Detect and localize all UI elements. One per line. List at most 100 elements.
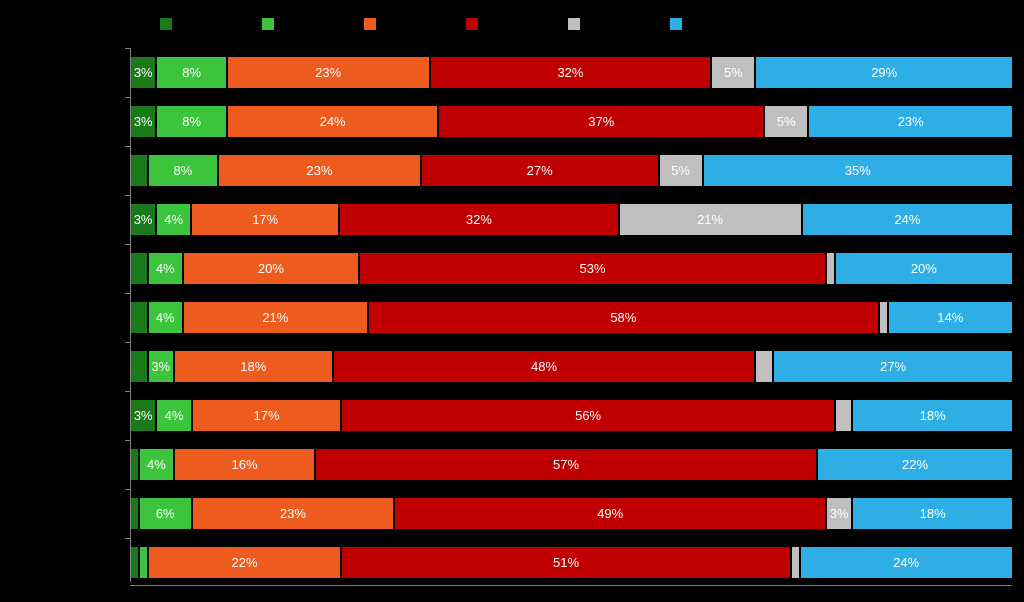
- bar-segment: [827, 253, 836, 284]
- bar-segment: 20%: [184, 253, 360, 284]
- bar-segment: 5%: [660, 155, 704, 186]
- bar-segment: 21%: [620, 204, 803, 235]
- bar-segment: 17%: [192, 204, 340, 235]
- bar-segment: 35%: [704, 155, 1012, 186]
- bar-segment: [131, 302, 149, 333]
- bar-segment: 23%: [219, 155, 422, 186]
- bar-segment: 23%: [809, 106, 1012, 137]
- legend-swatch: [568, 18, 580, 30]
- bar-track: 3%18%48% 27%: [131, 351, 1012, 382]
- bar-segment: 4%: [140, 449, 175, 480]
- bar-segment: [131, 547, 140, 578]
- bar-segment: 5%: [765, 106, 809, 137]
- stacked-bar-chart: 3%8%23%32%5%29%3%8%24%37%5%23%8%23%27%5%…: [0, 0, 1024, 602]
- bar-segment: 23%: [228, 57, 431, 88]
- bar-segment: 3%: [827, 498, 853, 529]
- legend-item: [160, 18, 178, 30]
- bar-segment: 22%: [818, 449, 1012, 480]
- bar-segment: 37%: [439, 106, 765, 137]
- bar-segment: 22%: [149, 547, 343, 578]
- bar-segment: 3%: [131, 57, 157, 88]
- bar-segment: [836, 400, 854, 431]
- legend-item: [364, 18, 382, 30]
- bar-segment: 53%: [360, 253, 827, 284]
- bar-track: 3%8%24%37%5%23%: [131, 106, 1012, 137]
- legend-swatch: [262, 18, 274, 30]
- bar-segment: 29%: [756, 57, 1011, 88]
- bar-segment: [792, 547, 801, 578]
- bar-segment: [131, 253, 149, 284]
- bar-segment: [880, 302, 889, 333]
- bar-segment: 14%: [889, 302, 1012, 333]
- legend-item: [262, 18, 280, 30]
- bar-track: 8%23%27%5%35%: [131, 155, 1012, 186]
- chart-row: 4%20%53%20%: [131, 244, 1012, 293]
- bar-segment: 49%: [395, 498, 827, 529]
- legend-swatch: [364, 18, 376, 30]
- bar-track: 4%16%57%22%: [131, 449, 1012, 480]
- bar-segment: 32%: [340, 204, 619, 235]
- bar-segment: 48%: [334, 351, 757, 382]
- bar-segment: 4%: [149, 253, 184, 284]
- bar-segment: [131, 351, 149, 382]
- bar-segment: 58%: [369, 302, 880, 333]
- bar-segment: 27%: [422, 155, 660, 186]
- bar-segment: 24%: [801, 547, 1012, 578]
- bar-segment: [131, 155, 149, 186]
- bar-track: 4%21%58% 14%: [131, 302, 1012, 333]
- bar-segment: 3%: [131, 400, 157, 431]
- bar-track: 3%4%17%32%21%24%: [131, 204, 1012, 235]
- chart-row: 3%8%24%37%5%23%: [131, 97, 1012, 146]
- bar-segment: 8%: [157, 106, 227, 137]
- bar-segment: 23%: [193, 498, 396, 529]
- chart-row: 3%4%17%56% 18%: [131, 391, 1012, 440]
- legend-item: [568, 18, 586, 30]
- bar-segment: 57%: [316, 449, 818, 480]
- bar-track: 3%4%17%56% 18%: [131, 400, 1012, 431]
- bar-segment: 4%: [149, 302, 184, 333]
- bar-segment: 5%: [712, 57, 756, 88]
- bar-segment: 4%: [157, 400, 192, 431]
- legend-swatch: [670, 18, 682, 30]
- bar-segment: 18%: [853, 400, 1012, 431]
- bar-segment: 20%: [836, 253, 1012, 284]
- bar-segment: 27%: [774, 351, 1012, 382]
- chart-row: 8%23%27%5%35%: [131, 146, 1012, 195]
- bar-track: 3%8%23%32%5%29%: [131, 57, 1012, 88]
- bar-segment: [140, 547, 149, 578]
- bar-segment: 32%: [431, 57, 713, 88]
- chart-row: 3%8%23%32%5%29%: [131, 48, 1012, 97]
- bar-segment: 4%: [157, 204, 192, 235]
- bar-segment: 6%: [140, 498, 193, 529]
- bar-segment: 17%: [193, 400, 343, 431]
- bar-track: 4%20%53%20%: [131, 253, 1012, 284]
- legend-swatch: [160, 18, 172, 30]
- bar-segment: 51%: [342, 547, 791, 578]
- bar-segment: 18%: [853, 498, 1012, 529]
- bar-segment: 3%: [131, 106, 157, 137]
- bar-segment: [756, 351, 774, 382]
- legend: [160, 12, 1004, 36]
- bar-segment: 16%: [175, 449, 316, 480]
- bar-segment: 56%: [342, 400, 835, 431]
- legend-item: [670, 18, 688, 30]
- bar-segment: 3%: [149, 351, 175, 382]
- bar-track: 22%51% 24%: [131, 547, 1012, 578]
- plot-area: 3%8%23%32%5%29%3%8%24%37%5%23%8%23%27%5%…: [130, 48, 1012, 582]
- bar-segment: 3%: [131, 204, 157, 235]
- chart-row: 22%51% 24%: [131, 538, 1012, 587]
- bar-segment: 18%: [175, 351, 334, 382]
- legend-swatch: [466, 18, 478, 30]
- legend-item: [466, 18, 484, 30]
- bar-segment: 24%: [803, 204, 1012, 235]
- bar-segment: 8%: [149, 155, 219, 186]
- bar-segment: [131, 449, 140, 480]
- chart-row: 3%18%48% 27%: [131, 342, 1012, 391]
- bar-segment: 24%: [228, 106, 439, 137]
- chart-row: 3%4%17%32%21%24%: [131, 195, 1012, 244]
- chart-row: 6%23%49%3%18%: [131, 489, 1012, 538]
- bar-track: 6%23%49%3%18%: [131, 498, 1012, 529]
- bar-segment: 8%: [157, 57, 227, 88]
- bar-segment: [131, 498, 140, 529]
- bar-segment: 21%: [184, 302, 369, 333]
